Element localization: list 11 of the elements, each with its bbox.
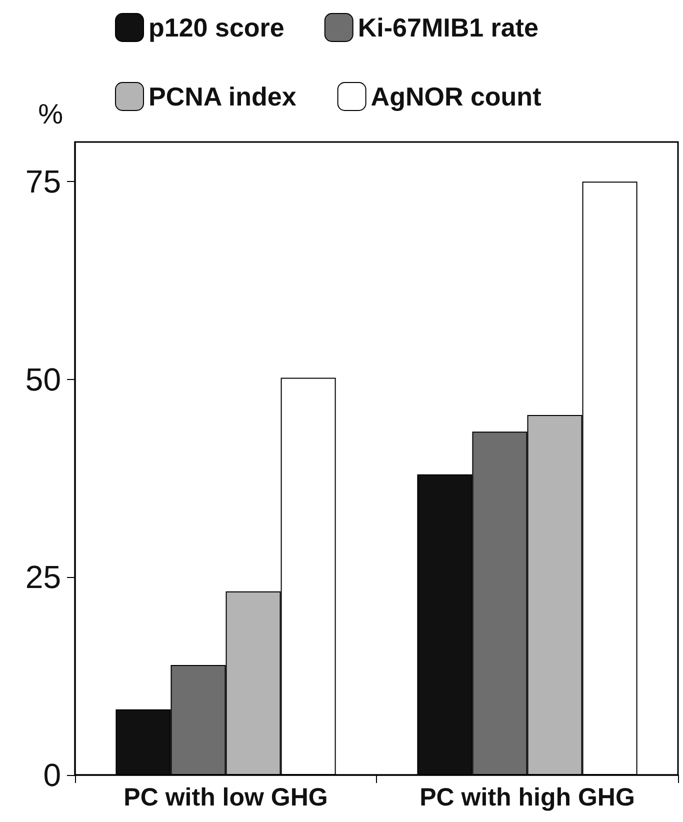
y-axis-title: % bbox=[38, 98, 63, 130]
x-tick-label: PC with high GHG bbox=[420, 784, 635, 812]
legend-label: p120 score bbox=[148, 12, 284, 42]
legend-label: Ki-67MIB1 rate bbox=[358, 12, 538, 42]
legend-label: AgNOR count bbox=[370, 82, 542, 112]
y-tick-label: 50 bbox=[25, 361, 61, 398]
y-tick-label: 0 bbox=[43, 757, 61, 793]
x-tick-label: PC with low GHG bbox=[124, 784, 328, 812]
legend-label: PCNA index bbox=[148, 82, 297, 112]
y-tick-label: 25 bbox=[25, 559, 61, 596]
y-tick-label: 75 bbox=[25, 164, 61, 200]
